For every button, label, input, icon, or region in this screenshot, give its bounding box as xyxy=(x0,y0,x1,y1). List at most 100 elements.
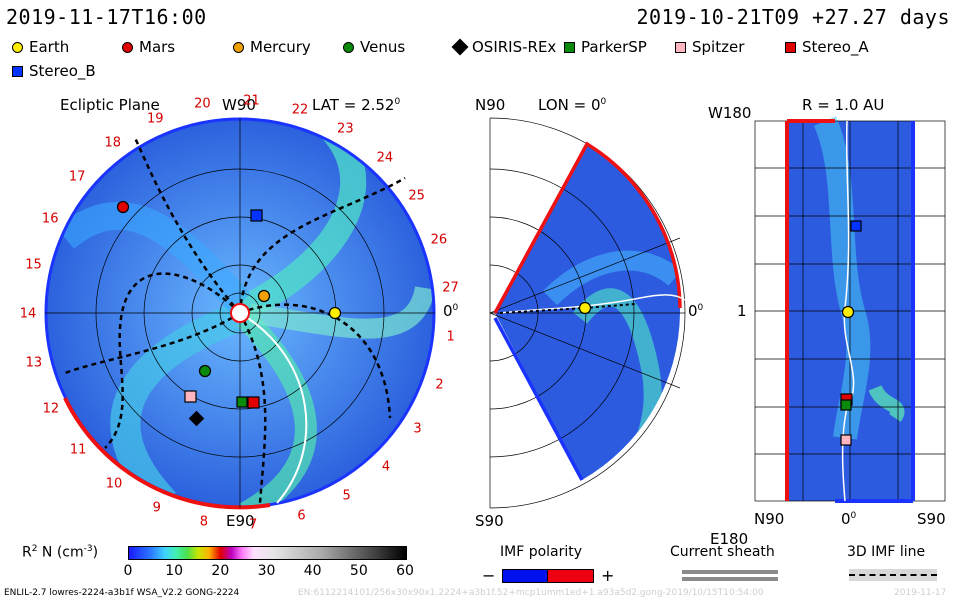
colorbar-label: R2 N (cm-3) xyxy=(22,544,99,561)
legend-item-osiris-rex: OSIRIS-REx xyxy=(451,38,556,56)
carrington-label-17: 17 xyxy=(68,169,86,185)
meridional-red-edge xyxy=(493,141,682,314)
imf-line-title: 3D IMF line xyxy=(847,544,926,560)
colorbar-tick-label: 30 xyxy=(257,563,276,579)
colorbar-tick-label: 10 xyxy=(165,563,184,579)
carrington-label-19: 19 xyxy=(147,111,164,127)
mars-marker-icon xyxy=(122,41,133,53)
stereo-b-marker-icon xyxy=(12,65,23,77)
ecliptic-bottom-label: E90 xyxy=(226,512,255,530)
carrington-label-26: 26 xyxy=(430,232,448,248)
density-stream-5 xyxy=(248,285,435,339)
carrington-label-7: 7 xyxy=(248,517,258,533)
spitzer-marker-icon xyxy=(675,41,686,53)
legend-item-stereo-a: Stereo_A xyxy=(785,38,869,56)
meridional-stream-2 xyxy=(542,250,681,306)
mercury-marker-icon xyxy=(233,41,244,53)
legend-item-stereo-b: Stereo_B xyxy=(12,62,96,80)
parkersp-position-radial xyxy=(840,399,852,411)
legend-item-parkersp: ParkerSP xyxy=(564,38,647,56)
sun-marker-icon xyxy=(230,303,250,323)
radial-stream-2 xyxy=(868,384,905,422)
spitzer-position-radial xyxy=(840,434,852,446)
meridional-lon-label: LON = 00 xyxy=(538,96,607,114)
mercury-position xyxy=(257,289,271,303)
density-stream-3 xyxy=(237,310,317,508)
ecliptic-plane-plot xyxy=(44,117,436,510)
colorbar-tick-label: 20 xyxy=(211,563,230,579)
colorbar-tick-label: 50 xyxy=(349,563,368,579)
osiris-rex-marker-icon xyxy=(451,38,469,56)
meridional-top-left-label: N90 xyxy=(475,96,506,114)
carrington-label-10: 10 xyxy=(105,476,123,491)
earth-position xyxy=(328,306,342,320)
osiris-rex-position xyxy=(188,410,205,427)
stereo-a-marker-icon xyxy=(785,41,796,53)
footer-run-id: EN:6112214101/256x30x90x1.2224+a3b1f.52+… xyxy=(298,588,764,598)
meridional-plane-plot xyxy=(489,117,686,509)
carrington-label-2: 2 xyxy=(435,377,444,393)
stereo-b-position xyxy=(250,209,263,222)
ecliptic-panel-title: Ecliptic Plane xyxy=(60,96,160,114)
right-datetime: 2019-10-21T09 +27.27 days xyxy=(636,5,950,29)
carrington-label-1: 1 xyxy=(446,329,455,345)
carrington-label-23: 23 xyxy=(337,121,354,137)
venus-position xyxy=(198,364,212,378)
legend-item-mercury: Mercury xyxy=(233,38,311,56)
carrington-label-22: 22 xyxy=(291,102,309,118)
carrington-label-14: 14 xyxy=(19,306,37,322)
carrington-label-4: 4 xyxy=(381,459,391,475)
stereo-a-position xyxy=(247,396,260,409)
carrington-label-27: 27 xyxy=(442,280,459,296)
radial-current-sheet xyxy=(841,120,855,502)
carrington-label-8: 8 xyxy=(199,514,209,530)
spitzer-position xyxy=(184,390,197,403)
radial-xtick-n90: N90 xyxy=(754,510,785,528)
imf-polarity-negative-swatch xyxy=(502,569,549,583)
current-sheath-swatch-top xyxy=(682,570,778,574)
carrington-label-16: 16 xyxy=(41,211,59,227)
earth-marker-icon xyxy=(12,41,23,53)
footer-model: ENLIL-2.7 lowres-2224-a3b1f WSA_V2.2 GON… xyxy=(4,588,240,598)
ecliptic-lat-label: LAT = 2.520 xyxy=(312,96,401,114)
density-colorbar xyxy=(128,546,407,560)
carrington-label-15: 15 xyxy=(25,257,42,273)
meridional-bottom-left-label: S90 xyxy=(475,512,504,530)
carrington-label-6: 6 xyxy=(297,508,306,524)
ecliptic-polarity-arc xyxy=(63,397,271,510)
carrington-label-13: 13 xyxy=(25,355,43,371)
carrington-label-25: 25 xyxy=(408,188,425,204)
earth-position-radial xyxy=(841,305,855,319)
parkersp-marker-icon xyxy=(564,41,575,53)
ecliptic-right-label: 00 xyxy=(443,302,459,320)
meridional-grid xyxy=(489,117,686,509)
radial-mid-left-label: 1 xyxy=(737,302,747,320)
carrington-label-5: 5 xyxy=(342,488,351,504)
imf-spiral-lines xyxy=(64,137,406,504)
mars-position xyxy=(116,200,130,214)
meridional-blue-edge xyxy=(493,317,584,481)
carrington-label-18: 18 xyxy=(104,135,122,151)
carrington-label-9: 9 xyxy=(152,500,161,516)
carrington-label-21: 21 xyxy=(243,93,260,109)
imf-polarity-minus: − xyxy=(482,566,496,585)
carrington-label-3: 3 xyxy=(413,421,422,437)
carrington-label-11: 11 xyxy=(69,442,87,458)
radial-xtick-s90: S90 xyxy=(917,510,946,528)
carrington-label-24: 24 xyxy=(376,150,394,166)
radial-xtick-0: 00 xyxy=(841,510,857,528)
legend-item-spitzer: Spitzer xyxy=(675,38,744,56)
colorbar-tick-label: 40 xyxy=(303,563,322,579)
density-stream-4 xyxy=(56,201,251,313)
earth-position-meridional xyxy=(578,301,592,315)
imf-line-swatch xyxy=(849,574,937,576)
carrington-label-12: 12 xyxy=(42,401,60,417)
carrington-label-20: 20 xyxy=(194,96,211,112)
imf-polarity-positive-swatch xyxy=(547,569,594,583)
venus-marker-icon xyxy=(343,41,354,53)
legend-item-mars: Mars xyxy=(122,38,175,56)
current-sheath-swatch-bottom xyxy=(682,577,778,581)
footer-date: 2019-11-17 xyxy=(894,588,947,598)
meridional-right-label: 00 xyxy=(688,302,704,320)
radial-top-left-label: W180 xyxy=(708,104,752,122)
